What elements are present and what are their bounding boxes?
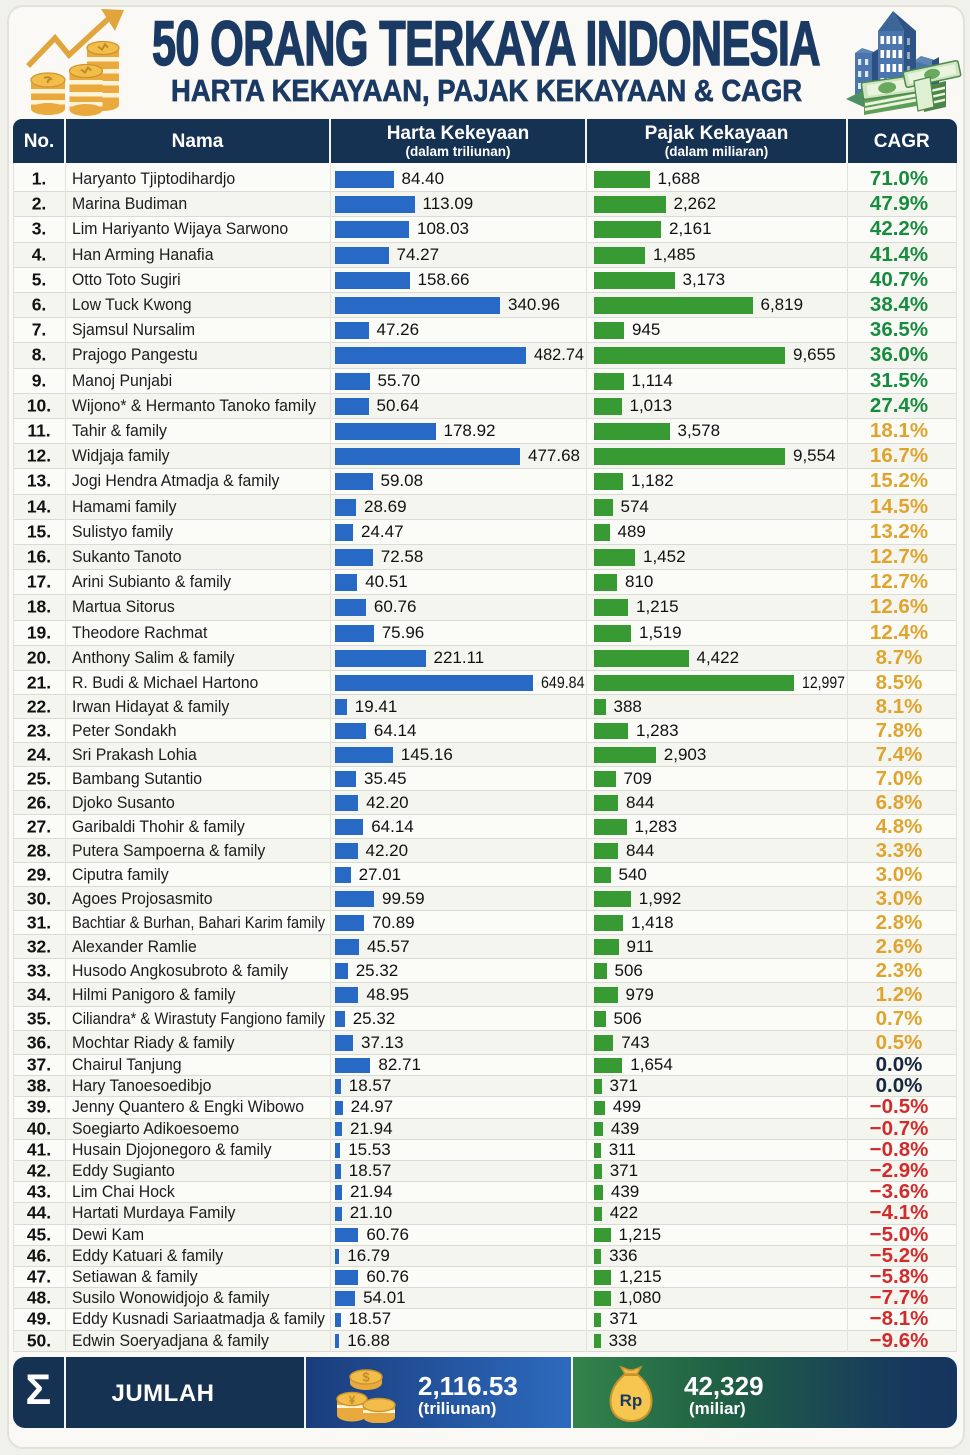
svg-text:Rp: Rp <box>620 1391 643 1410</box>
svg-text:$: $ <box>362 1369 370 1384</box>
svg-text:¥: ¥ <box>349 1393 356 1407</box>
